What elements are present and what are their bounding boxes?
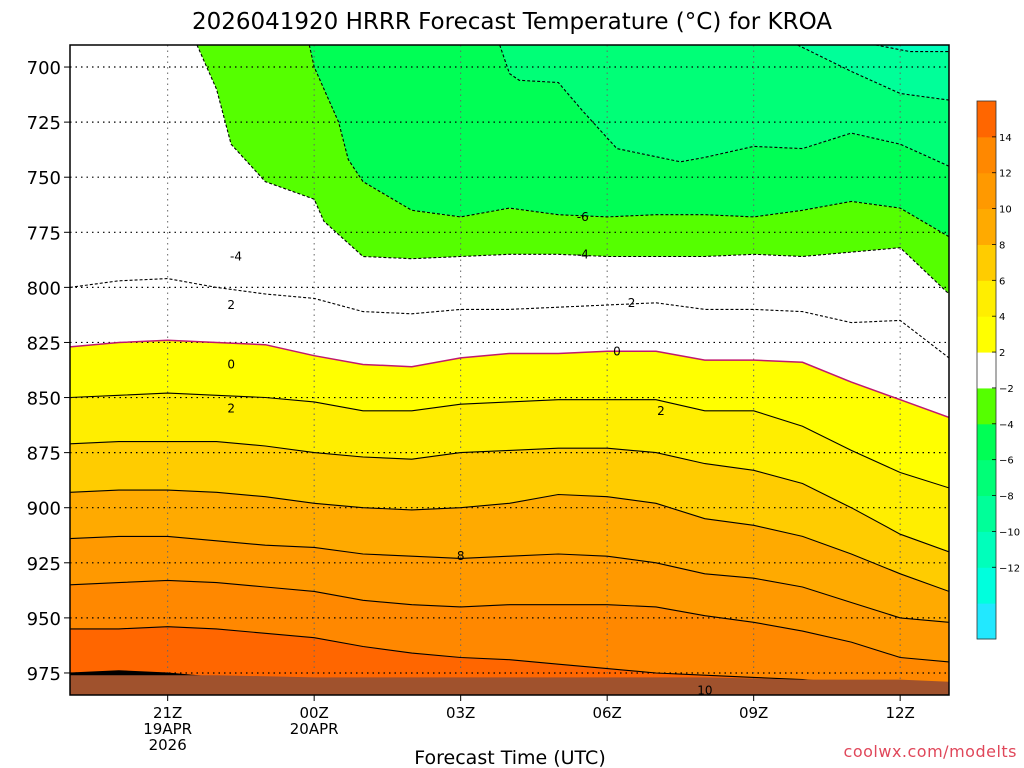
colorbar-tick-label: 8: [999, 240, 1005, 251]
contour-label: 2: [227, 402, 235, 416]
temp-band: [70, 45, 949, 294]
x-tick-label: 12Z: [885, 704, 914, 722]
x-axis-title: Forecast Time (UTC): [414, 747, 605, 768]
temp-band: [70, 340, 949, 488]
x-tick-label: 21Z 19APR 2026: [143, 704, 192, 754]
credit-link[interactable]: coolwx.com/modelts: [844, 742, 1017, 761]
colorbar-legend: 14 12 10 8 6 4 2 −2 −4 −6 −8 −10 −12: [976, 100, 1020, 640]
colorbar-cell: [977, 352, 996, 389]
temp-band: [70, 536, 949, 662]
temp-band: [70, 441, 949, 592]
colorbar-tick-label: 14: [999, 133, 1012, 144]
isotherm-line: [70, 489, 949, 592]
y-tick-label: 725: [27, 113, 61, 134]
colorbar-cell: [977, 208, 996, 245]
temp-band: [70, 45, 949, 237]
temperature-bands: [70, 45, 949, 695]
x-axis: 21Z 19APR 2026 00Z 20APR 03Z 06Z 09Z 12Z: [143, 695, 915, 754]
plot-frame: [69, 44, 950, 696]
isotherm-line: [308, 45, 949, 238]
temp-band: [70, 45, 949, 167]
isotherm-line: [797, 45, 949, 101]
temp-band: [70, 45, 949, 358]
contour-label: -4: [577, 247, 589, 261]
colorbar-cell: [977, 136, 996, 174]
y-tick-label: 750: [27, 168, 61, 189]
isotherm-line: [70, 392, 949, 489]
colorbar-cell: [977, 244, 996, 281]
colorbar-cell: [977, 423, 996, 461]
contour-label: 0: [613, 344, 621, 358]
colorbar-tick-label: −12: [999, 563, 1020, 574]
colorbar-cell: [977, 316, 996, 353]
contour-labels: -6 -4 -4 2 2 0 0 2 2 8 10: [227, 210, 712, 698]
y-tick-label: 800: [27, 278, 61, 299]
contour-label: -6: [577, 210, 589, 224]
contour-label: 8: [457, 549, 465, 563]
colorbar-tick-label: −10: [999, 527, 1020, 538]
contour-label: -4: [230, 250, 242, 264]
temp-band: [70, 278, 949, 418]
colorbar-cell: [977, 459, 996, 497]
y-tick-label: 975: [27, 664, 61, 685]
colorbar-cell: [977, 495, 996, 532]
contour-label: 10: [697, 684, 712, 698]
colorbar-cell: [977, 531, 996, 568]
temp-band: [70, 393, 949, 552]
colorbar-tick-label: 12: [999, 169, 1012, 180]
isotherm-line: [499, 45, 949, 167]
x-tick-label: 09Z: [739, 704, 768, 722]
isotherm-line: [70, 278, 949, 359]
isotherm-line: [70, 339, 949, 419]
surface-fill: [70, 675, 949, 695]
colorbar-frame: [976, 100, 997, 640]
colorbar-cell: [977, 172, 996, 210]
isotherm-line: [70, 579, 949, 663]
colorbar-tick-label: 10: [999, 205, 1012, 216]
temp-band: [70, 580, 949, 689]
contour-label: 2: [628, 296, 636, 310]
gridlines: [70, 45, 949, 695]
y-tick-label: 700: [27, 58, 61, 79]
x-tick-label: 03Z: [446, 704, 475, 722]
colorbar-tick-label: −6: [999, 456, 1014, 467]
y-tick-label: 875: [27, 444, 61, 465]
contour-label: 2: [657, 404, 665, 418]
chart-title: 2026041920 HRRR Forecast Temperature (°C…: [192, 9, 832, 35]
ground-surface: [70, 675, 949, 695]
x-tick-label: 06Z: [592, 704, 621, 722]
y-tick-label: 825: [27, 333, 61, 354]
contour-label: 0: [227, 357, 235, 371]
colorbar-cell: [977, 101, 996, 138]
contour-label: 2: [227, 298, 235, 312]
y-tick-label: 775: [27, 223, 61, 244]
isotherm-line: [875, 45, 949, 53]
colorbar-cell: [977, 387, 996, 425]
colorbar-cell: [977, 603, 996, 640]
isotherm-line: [196, 45, 949, 295]
y-tick-label: 925: [27, 554, 61, 575]
colorbar-tick-label: −4: [999, 420, 1014, 431]
y-tick-label: 950: [27, 609, 61, 630]
colorbar-tick-label: 6: [999, 276, 1005, 287]
colorbar-cell: [977, 567, 996, 604]
y-axis: 700 725 750 775 800 825 850 875 900 925 950 975: [27, 58, 70, 685]
isotherm-line: [70, 441, 949, 553]
x-tick-label: 00Z 20APR: [290, 704, 339, 738]
y-tick-label: 900: [27, 499, 61, 520]
colorbar-cell: [977, 280, 996, 317]
y-tick-label: 850: [27, 389, 61, 410]
colorbar-tick-label: −2: [999, 384, 1014, 395]
colorbar-tick-label: 2: [999, 348, 1005, 359]
colorbar-tick-label: −8: [999, 492, 1014, 503]
colorbar-tick-label: 4: [999, 312, 1005, 323]
isotherm-line: [70, 535, 949, 623]
temp-band: [70, 45, 949, 101]
